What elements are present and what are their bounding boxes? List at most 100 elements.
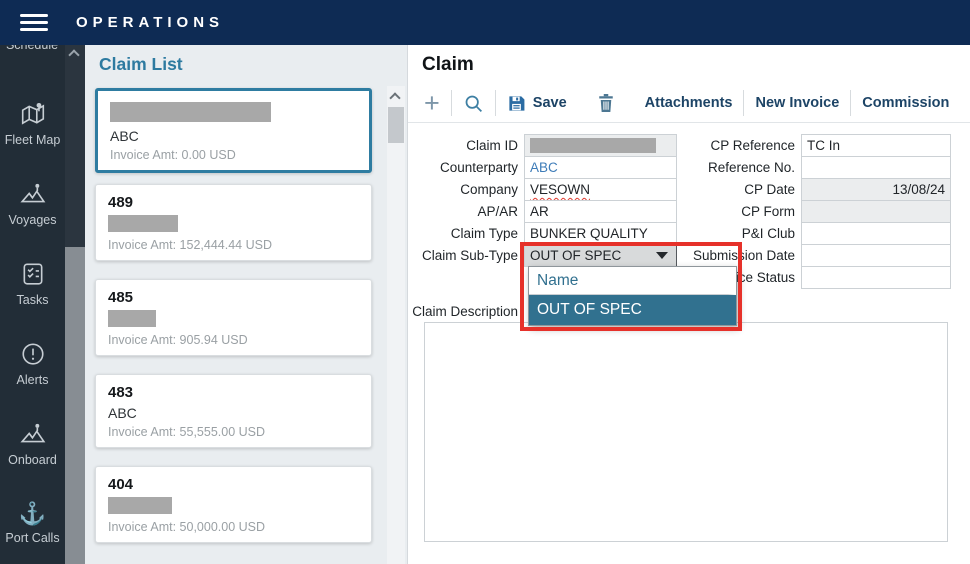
dropdown-column-header: Name [529,267,736,295]
fleet-map-icon [21,103,44,125]
sidebar-item-label: Tasks [16,293,49,308]
field-label-pi-club: P&I Club [741,226,795,241]
sidebar-item-label: Voyages [8,213,57,228]
submission-date-field[interactable] [801,244,951,267]
cp-form-field [801,200,951,223]
toolbar-divider [450,90,452,116]
sidebar-item-onboard[interactable]: Onboard [0,405,65,485]
sidebar-item-label: Alerts [16,373,49,388]
attachments-button[interactable]: Attachments [645,95,733,111]
field-label-claim-type: Claim Type [450,226,518,241]
redacted-claim-name [108,497,172,514]
save-label: Save [532,95,567,111]
claim-card-id: 483 [108,384,134,401]
claim-form: Claim ID Counterparty ABC Company VESOWN [408,134,970,564]
new-invoice-label: New Invoice [755,95,840,111]
tasks-icon [23,263,42,285]
claim-card[interactable]: 483 ABC Invoice Amt: 55,555.00 USD [95,374,372,448]
pi-club-field[interactable] [801,222,951,245]
claim-type-field[interactable]: BUNKER QUALITY [524,222,677,245]
claim-card-id: 404 [108,476,134,493]
search-button[interactable] [463,93,484,114]
claim-card-id: 485 [108,289,134,306]
sidebar-item-tasks[interactable]: Tasks [0,245,65,325]
claim-sub-type-value: OUT OF SPEC [530,248,622,263]
sidebar-item-label: Fleet Map [4,133,61,148]
claim-card[interactable]: 485 Invoice Amt: 905.94 USD [95,279,372,356]
sidebar-item-label: Port Calls [5,531,60,546]
menu-icon[interactable] [20,10,48,35]
sidebar-item-alerts[interactable]: Alerts [0,325,65,405]
field-label-claim-sub-type: Claim Sub-Type [421,248,518,263]
claim-card[interactable]: ABC Invoice Amt: 0.00 USD [95,88,372,173]
sidebar-scrollbar[interactable] [65,45,85,564]
claim-id-field [524,134,677,157]
field-label-ap-ar: AP/AR [477,204,518,219]
claim-card-invoice: Invoice Amt: 55,555.00 USD [108,425,266,439]
commission-button[interactable]: Commission [862,95,949,111]
scroll-up-icon[interactable] [389,92,401,104]
redacted-claim-name [108,215,178,232]
redacted-claim-name [108,310,156,327]
claim-card-name: ABC [110,128,139,144]
field-label-cp-reference: CP Reference [710,138,795,153]
toolbar: + Save [414,85,970,121]
field-label-submission-date: Submission Date [692,248,795,263]
claim-list-panel: Claim List ABC Invoice Amt: 0.00 USD 489… [85,45,407,564]
toolbar-divider [850,90,852,116]
field-label-claim-id: Claim ID [466,138,518,153]
sidebar-item-port-calls[interactable]: ⚓ Port Calls [0,485,65,564]
new-invoice-button[interactable]: New Invoice [755,95,839,111]
counterparty-field[interactable]: ABC [524,156,677,179]
redacted-claim-id [110,102,271,122]
trash-icon [598,94,613,112]
sidebar: Schedule Fleet Map [0,45,85,564]
invoice-status-field[interactable] [801,266,951,289]
sidebar-item-label: Onboard [8,453,57,468]
field-label-claim-description: Claim Description [412,304,518,319]
divider [408,122,970,123]
claim-panel: Claim + [407,45,970,564]
claim-card-invoice: Invoice Amt: 905.94 USD [108,333,248,347]
claim-list-scrollbar[interactable] [387,86,405,564]
claim-list-scrollbar-thumb[interactable] [388,107,404,143]
save-button[interactable]: Save [507,94,567,113]
claim-card-invoice: Invoice Amt: 152,444.44 USD [108,238,272,252]
field-label-cp-form: CP Form [741,204,795,219]
claim-card-id: 489 [108,194,134,211]
sidebar-item-fleet-map[interactable]: Fleet Map [0,85,65,165]
cp-date-field: 13/08/24 [801,178,951,201]
chevron-down-icon [656,252,668,259]
sidebar-scrollbar-thumb[interactable] [65,247,85,564]
cp-reference-field[interactable]: TC In [801,134,951,157]
search-icon [465,95,482,112]
redacted-value [530,138,656,153]
topbar: OPERATIONS [0,0,970,45]
claim-card[interactable]: 489 Invoice Amt: 152,444.44 USD [95,184,372,261]
claim-card-invoice: Invoice Amt: 0.00 USD [110,148,236,162]
scroll-up-icon[interactable] [68,49,80,61]
claim-sub-type-dropdown-list: Name OUT OF SPEC [528,266,737,326]
commission-label: Commission [862,95,950,111]
sidebar-item-voyages[interactable]: Voyages [0,165,65,245]
claim-card-name: ABC [108,405,137,421]
company-field[interactable]: VESOWN [524,178,677,201]
save-icon [509,95,525,111]
field-label-company: Company [460,182,518,197]
reference-no-field[interactable] [801,156,951,179]
field-label-counterparty: Counterparty [439,160,518,175]
claim-sub-type-dropdown[interactable]: OUT OF SPEC [524,244,677,267]
toolbar-divider [743,90,745,116]
dropdown-option-out-of-spec[interactable]: OUT OF SPEC [529,295,736,325]
ap-ar-field[interactable]: AR [524,200,677,223]
voyages-icon [19,184,45,203]
sidebar-item-schedule[interactable]: Schedule [5,45,59,52]
claim-description-field[interactable] [424,322,948,542]
add-claim-button[interactable]: + [424,88,440,118]
port-calls-icon: ⚓ [18,501,47,527]
alerts-icon [21,343,44,365]
field-label-reference-no: Reference No. [707,160,795,175]
delete-button[interactable] [597,93,615,113]
claim-card[interactable]: 404 Invoice Amt: 50,000.00 USD [95,466,372,543]
